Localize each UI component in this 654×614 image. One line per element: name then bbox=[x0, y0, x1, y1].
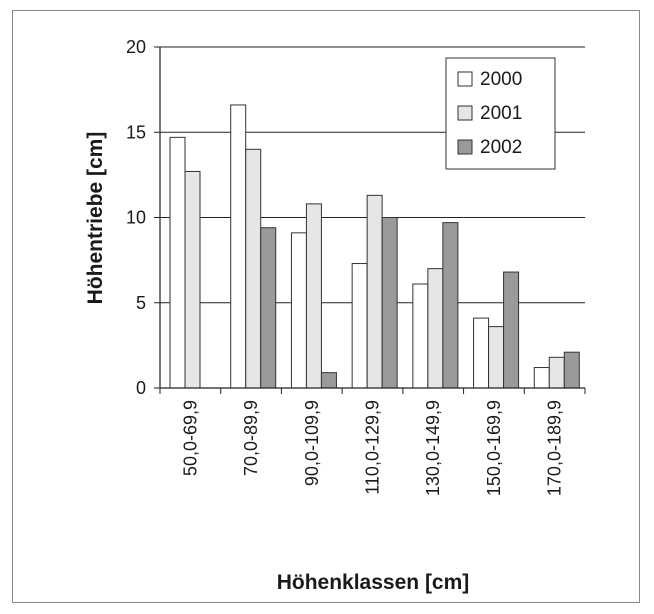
y-tick-label: 0 bbox=[136, 378, 146, 398]
y-tick-label: 10 bbox=[126, 208, 146, 228]
bar-2001-7 bbox=[548, 356, 565, 389]
bar-2000-5 bbox=[412, 283, 429, 389]
x-tick-label: 170,0-189,9 bbox=[545, 400, 565, 496]
bar-2001-6 bbox=[488, 326, 505, 389]
axes bbox=[154, 46, 586, 394]
bar-2000-6 bbox=[473, 317, 490, 389]
x-tick-label: 70,0-89,9 bbox=[241, 400, 261, 476]
bar-2000-7 bbox=[533, 367, 550, 389]
bar-2001-2 bbox=[245, 148, 262, 389]
bar-2001-5 bbox=[427, 268, 444, 389]
x-tick-label: 150,0-169,9 bbox=[484, 400, 504, 496]
bar-2002-7 bbox=[563, 351, 580, 389]
x-tick-label: 110,0-129,9 bbox=[363, 400, 383, 495]
x-axis-title: Höhenklassen [cm] bbox=[277, 571, 470, 594]
x-tick-label: 90,0-109,9 bbox=[302, 400, 322, 486]
legend-label-2000: 2000 bbox=[480, 69, 522, 90]
x-tick-labels: 50,0-69,9 70,0-89,9 90,0-109,9 110,0-129,9 1… bbox=[180, 400, 564, 496]
y-tick-label: 15 bbox=[126, 122, 146, 142]
y-tick-label: 5 bbox=[136, 293, 146, 313]
y-tick-labels: 0 5 10 15 20 bbox=[126, 37, 146, 398]
bar-2000-1 bbox=[169, 136, 186, 389]
y-tick-label: 20 bbox=[126, 37, 146, 57]
bar-2002-5 bbox=[442, 222, 459, 389]
legend: 2000 2001 2002 bbox=[445, 57, 556, 170]
bar-2002-4 bbox=[381, 217, 398, 389]
bars bbox=[169, 104, 580, 389]
bar-2000-2 bbox=[230, 104, 247, 389]
bar-2002-3 bbox=[320, 372, 337, 389]
legend-label-2002: 2002 bbox=[480, 137, 522, 158]
x-tick-label: 130,0-149,9 bbox=[423, 400, 443, 496]
y-axis-title: Höhentriebe [cm] bbox=[84, 132, 107, 305]
x-tick-label: 50,0-69,9 bbox=[180, 400, 200, 476]
legend-label-2001: 2001 bbox=[480, 103, 522, 124]
bar-2002-6 bbox=[503, 271, 520, 389]
legend-swatch-2000 bbox=[457, 71, 473, 87]
bar-2002-2 bbox=[260, 227, 277, 389]
bar-2001-1 bbox=[184, 170, 201, 389]
bar-2001-3 bbox=[305, 203, 322, 389]
legend-swatch-2002 bbox=[457, 139, 473, 155]
bar-2000-3 bbox=[290, 232, 307, 389]
legend-swatch-2001 bbox=[457, 105, 473, 121]
bar-2001-4 bbox=[366, 194, 383, 389]
bar-2000-4 bbox=[351, 263, 368, 389]
